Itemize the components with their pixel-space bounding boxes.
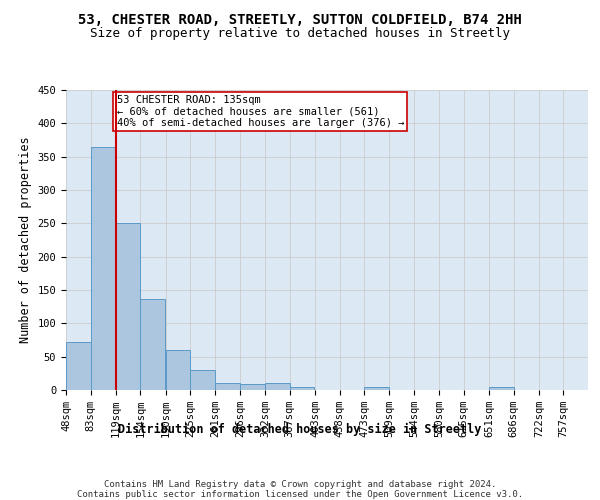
Bar bbox=[166, 350, 190, 390]
Text: Distribution of detached houses by size in Streetly: Distribution of detached houses by size … bbox=[118, 422, 482, 436]
Bar bbox=[190, 370, 215, 390]
Y-axis label: Number of detached properties: Number of detached properties bbox=[19, 136, 32, 344]
Bar bbox=[265, 384, 290, 390]
Bar bbox=[364, 388, 389, 390]
Bar bbox=[91, 146, 115, 390]
Bar bbox=[489, 388, 514, 390]
Text: 53 CHESTER ROAD: 135sqm
← 60% of detached houses are smaller (561)
40% of semi-d: 53 CHESTER ROAD: 135sqm ← 60% of detache… bbox=[116, 94, 404, 128]
Text: 53, CHESTER ROAD, STREETLY, SUTTON COLDFIELD, B74 2HH: 53, CHESTER ROAD, STREETLY, SUTTON COLDF… bbox=[78, 12, 522, 26]
Bar bbox=[215, 384, 240, 390]
Text: Size of property relative to detached houses in Streetly: Size of property relative to detached ho… bbox=[90, 28, 510, 40]
Bar bbox=[116, 222, 140, 390]
Bar bbox=[290, 386, 314, 390]
Text: Contains HM Land Registry data © Crown copyright and database right 2024.
Contai: Contains HM Land Registry data © Crown c… bbox=[77, 480, 523, 500]
Bar bbox=[240, 384, 265, 390]
Bar bbox=[140, 300, 165, 390]
Bar bbox=[66, 342, 91, 390]
